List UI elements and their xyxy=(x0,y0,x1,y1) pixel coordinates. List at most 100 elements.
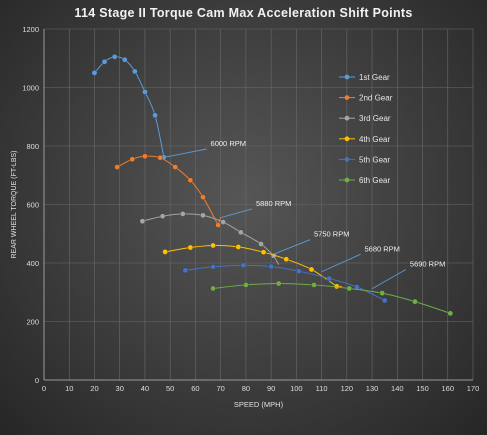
x-tick-label: 20 xyxy=(90,384,98,393)
data-point xyxy=(132,68,138,75)
y-tick-label: 800 xyxy=(26,142,39,151)
data-point xyxy=(200,194,206,200)
annotation-label: 5680 RPM xyxy=(364,244,399,253)
data-point xyxy=(238,229,244,236)
legend-label: 1st Gear xyxy=(359,73,390,82)
data-point xyxy=(220,219,226,225)
annotation-leader xyxy=(321,253,361,273)
data-point xyxy=(283,256,290,262)
data-point xyxy=(101,59,108,65)
y-axis-title: REAR WHEEL TORQUE (FT-LBS) xyxy=(11,151,18,259)
x-tick-label: 170 xyxy=(467,384,480,393)
data-point xyxy=(308,266,315,273)
series-line-4 xyxy=(165,244,338,287)
data-point xyxy=(129,156,136,162)
y-tick-label: 1200 xyxy=(22,25,39,34)
data-point xyxy=(187,177,194,183)
x-tick-label: 10 xyxy=(65,384,73,393)
series-line-5 xyxy=(185,264,385,301)
x-tick-label: 40 xyxy=(141,384,149,393)
data-point xyxy=(275,280,282,287)
x-tick-label: 80 xyxy=(242,384,250,393)
legend-swatch-marker xyxy=(344,177,350,183)
x-tick-label: 60 xyxy=(191,384,199,393)
legend-label: 6th Gear xyxy=(359,176,390,185)
annotation-label: 6000 RPM xyxy=(211,139,246,148)
data-point xyxy=(142,89,148,95)
x-tick-label: 130 xyxy=(366,384,379,393)
data-point xyxy=(258,241,264,247)
annotation-leader xyxy=(170,148,207,157)
legend-swatch-marker xyxy=(344,115,350,121)
x-tick-label: 120 xyxy=(341,384,354,393)
data-point xyxy=(240,262,247,269)
data-point xyxy=(447,310,454,317)
data-point xyxy=(210,285,216,292)
chart-title: 114 Stage II Torque Cam Max Acceleration… xyxy=(74,6,413,20)
annotation-label: 5690 RPM xyxy=(410,260,445,269)
data-point xyxy=(152,112,158,119)
x-axis-title: SPEED (MPH) xyxy=(234,400,284,409)
x-tick-label: 70 xyxy=(216,384,224,393)
y-tick-label: 600 xyxy=(26,201,39,210)
y-tick-label: 400 xyxy=(26,259,39,268)
x-tick-label: 100 xyxy=(290,384,303,393)
data-point xyxy=(111,54,118,60)
data-point xyxy=(243,282,249,288)
annotation-leader xyxy=(371,269,407,290)
data-point xyxy=(311,282,317,288)
data-point xyxy=(180,211,186,217)
data-point xyxy=(172,164,178,170)
legend-swatch-marker xyxy=(344,74,350,80)
y-tick-label: 1000 xyxy=(22,84,39,93)
legend-label: 3rd Gear xyxy=(359,114,391,123)
annotation-leader xyxy=(220,208,253,219)
data-point xyxy=(210,264,216,270)
data-point xyxy=(182,267,189,274)
legend-swatch-marker xyxy=(344,157,350,162)
data-point xyxy=(200,212,206,219)
x-tick-label: 0 xyxy=(42,384,46,393)
data-point xyxy=(187,244,194,251)
data-point xyxy=(157,154,163,161)
x-tick-label: 30 xyxy=(116,384,124,393)
legend-swatch-marker xyxy=(344,95,350,100)
legend-label: 2nd Gear xyxy=(359,94,393,103)
data-point xyxy=(139,218,146,224)
data-point xyxy=(215,222,221,228)
data-point xyxy=(122,56,128,63)
data-point xyxy=(260,249,267,255)
data-point xyxy=(91,70,98,76)
data-point xyxy=(326,275,332,282)
x-tick-label: 150 xyxy=(416,384,429,393)
data-point xyxy=(114,164,120,170)
data-point xyxy=(381,297,388,304)
data-point xyxy=(346,285,353,292)
data-point xyxy=(379,290,385,296)
legend-swatch-marker xyxy=(344,136,350,142)
annotation-label: 5750 RPM xyxy=(314,230,349,239)
y-tick-label: 0 xyxy=(35,376,39,385)
annotation-leader xyxy=(273,239,311,255)
x-tick-label: 140 xyxy=(391,384,404,393)
data-point xyxy=(235,244,242,250)
x-tick-label: 50 xyxy=(166,384,174,393)
data-point xyxy=(159,213,166,219)
data-point xyxy=(210,242,216,249)
series-line-1 xyxy=(94,56,165,158)
y-tick-label: 200 xyxy=(26,318,39,327)
data-point xyxy=(162,249,168,255)
data-point xyxy=(296,268,302,274)
x-tick-label: 110 xyxy=(316,384,328,393)
x-tick-label: 160 xyxy=(442,384,455,393)
data-point xyxy=(268,263,274,270)
annotation-label: 5880 RPM xyxy=(256,199,291,208)
legend-label: 4th Gear xyxy=(359,135,390,144)
series-line-6 xyxy=(213,282,451,314)
data-point xyxy=(142,153,148,159)
x-tick-label: 90 xyxy=(267,384,275,393)
legend-label: 5th Gear xyxy=(359,155,390,164)
data-point xyxy=(412,298,418,305)
